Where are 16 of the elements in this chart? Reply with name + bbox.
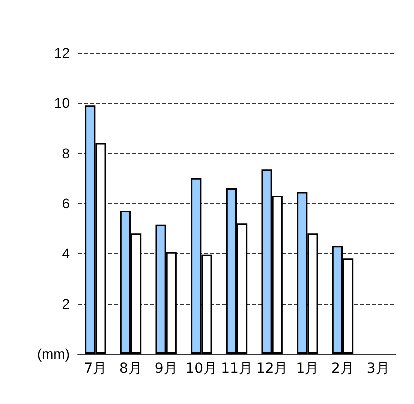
x-tick-label: 3月 — [366, 361, 390, 377]
x-tick-label: 12月 — [256, 361, 288, 377]
y-tick-label: 8 — [62, 145, 70, 162]
x-tick-label: 7月 — [84, 361, 108, 377]
y-tick-label: (mm) — [37, 346, 70, 362]
y-tick-label: 6 — [62, 196, 70, 212]
x-tick-label: 10月 — [186, 361, 218, 377]
x-tick-label: 1月 — [296, 361, 320, 377]
x-tick-label: 2月 — [332, 361, 354, 377]
y-tick-label: 2 — [62, 296, 70, 312]
x-tick-label: 11月 — [221, 361, 253, 377]
x-tick-label: 9月 — [154, 361, 178, 377]
y-tick-label: 4 — [62, 246, 70, 262]
y-tick-label: 10 — [54, 95, 70, 112]
x-tick-label: 8月 — [120, 361, 142, 377]
y-tick-label: 12 — [54, 45, 70, 61]
